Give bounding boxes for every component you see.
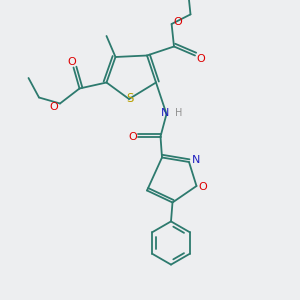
Text: H: H	[175, 107, 182, 118]
Text: N: N	[161, 108, 169, 118]
Text: O: O	[68, 57, 76, 67]
Text: O: O	[196, 54, 205, 64]
Text: O: O	[199, 182, 208, 193]
Text: S: S	[126, 92, 133, 106]
Text: N: N	[191, 154, 200, 165]
Text: O: O	[173, 16, 182, 27]
Text: O: O	[128, 131, 137, 142]
Text: O: O	[49, 101, 58, 112]
